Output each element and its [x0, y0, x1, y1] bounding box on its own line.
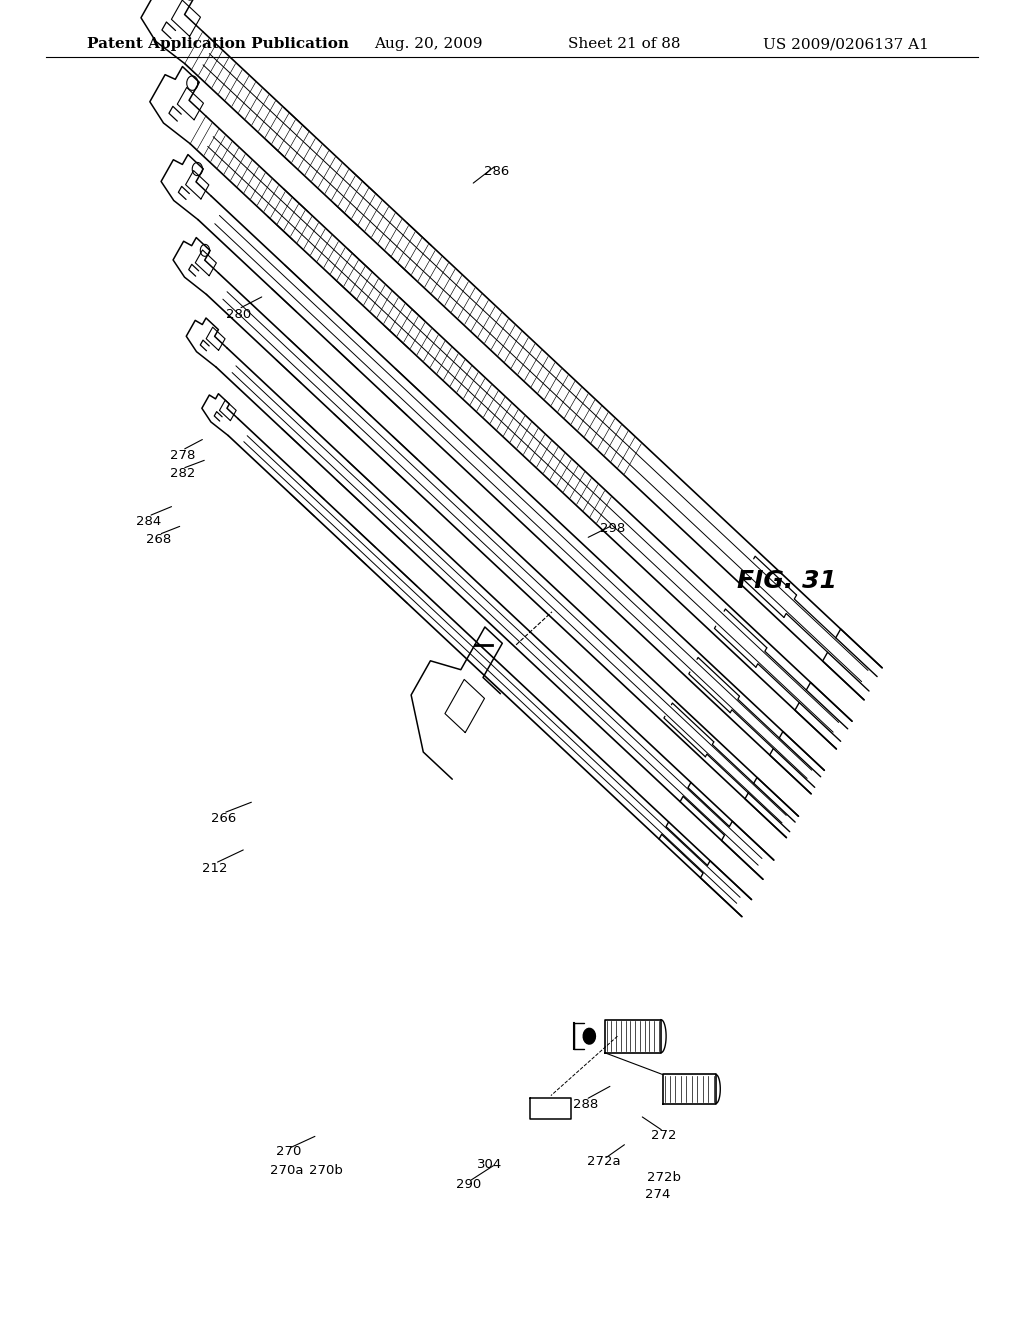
Text: 286: 286: [484, 165, 509, 178]
Text: 284: 284: [136, 515, 161, 528]
Text: 278: 278: [170, 449, 195, 462]
Text: Patent Application Publication: Patent Application Publication: [87, 37, 349, 51]
Text: 272: 272: [651, 1129, 676, 1142]
Polygon shape: [584, 1028, 596, 1044]
Text: 280: 280: [226, 308, 251, 321]
Text: US 2009/0206137 A1: US 2009/0206137 A1: [763, 37, 929, 51]
Text: 268: 268: [146, 533, 171, 546]
Text: 270: 270: [276, 1144, 301, 1158]
Text: Sheet 21 of 88: Sheet 21 of 88: [568, 37, 681, 51]
Text: 272a: 272a: [588, 1155, 621, 1168]
Text: 304: 304: [477, 1158, 502, 1171]
Text: 282: 282: [170, 467, 195, 480]
Text: Aug. 20, 2009: Aug. 20, 2009: [374, 37, 482, 51]
Text: 212: 212: [203, 862, 227, 875]
Text: FIG. 31: FIG. 31: [737, 569, 838, 593]
Text: 270a: 270a: [270, 1164, 303, 1177]
Text: 272b: 272b: [646, 1171, 681, 1184]
Text: 298: 298: [600, 521, 625, 535]
Text: 270b: 270b: [308, 1164, 343, 1177]
Text: 288: 288: [573, 1098, 598, 1111]
Text: 274: 274: [645, 1188, 670, 1201]
Text: 266: 266: [211, 812, 236, 825]
Text: 290: 290: [457, 1177, 481, 1191]
